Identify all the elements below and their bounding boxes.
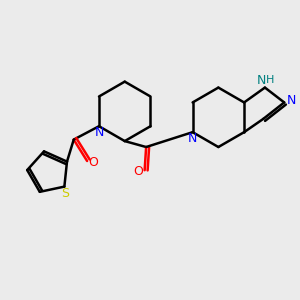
Text: S: S bbox=[61, 187, 69, 200]
Text: N: N bbox=[94, 126, 104, 139]
Text: O: O bbox=[133, 165, 143, 178]
Text: H: H bbox=[266, 75, 275, 85]
Text: N: N bbox=[257, 74, 266, 87]
Text: N: N bbox=[287, 94, 296, 107]
Text: N: N bbox=[187, 132, 197, 145]
Text: O: O bbox=[89, 156, 99, 169]
